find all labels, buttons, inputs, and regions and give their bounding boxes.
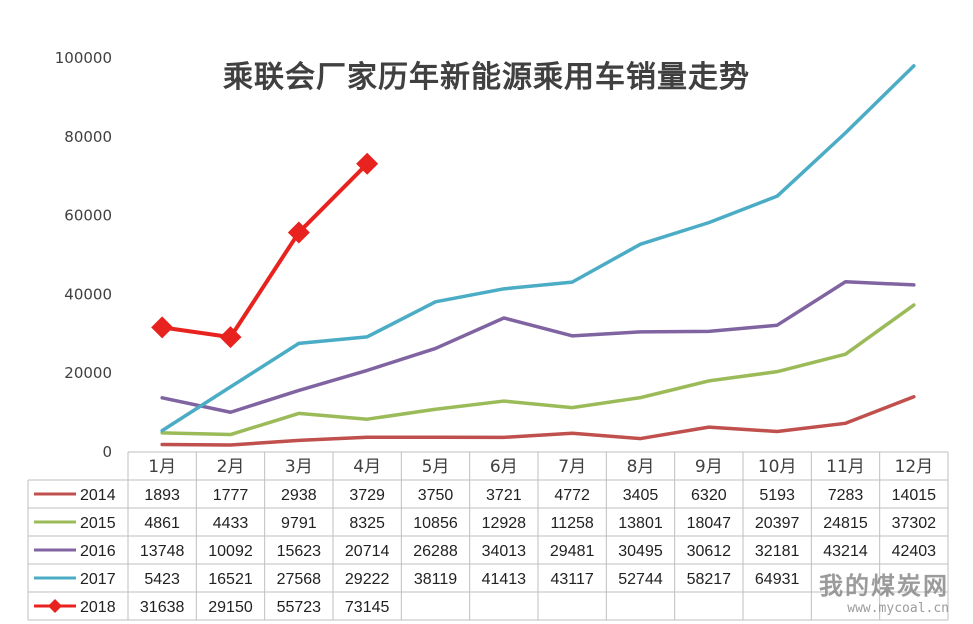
table-cell-value: 10092 (208, 543, 253, 560)
table-cell-value: 29481 (550, 543, 595, 560)
watermark-url: www.mycoal.cn (847, 601, 949, 616)
table-cell-value: 27568 (277, 571, 322, 588)
table-cell-value: 64931 (755, 571, 800, 588)
y-tick-label: 60000 (64, 207, 112, 225)
table-cell-value: 4772 (554, 487, 590, 504)
series-line-2015 (160, 303, 916, 437)
table-cell-value: 37302 (892, 515, 937, 532)
series-line-2014 (160, 395, 916, 447)
table-cell-value: 43214 (823, 543, 868, 560)
data-point-2018 (151, 316, 174, 339)
table-cell-value: 42403 (892, 543, 937, 560)
table-cell-value: 43117 (551, 571, 594, 588)
table-cell-value: 3750 (418, 487, 454, 504)
y-tick-label: 20000 (64, 364, 112, 382)
table-cell-value: 13801 (618, 515, 663, 532)
table-cell-value: 16521 (208, 571, 253, 588)
table-cell-value: 58217 (687, 571, 732, 588)
table-cell-value: 2938 (281, 487, 317, 504)
table-cell-value: 4433 (213, 515, 249, 532)
data-point-2018 (356, 152, 379, 175)
table-cell-value: 1777 (213, 487, 249, 504)
series-name: 2016 (80, 543, 116, 560)
table-cell-value: 9791 (281, 515, 317, 532)
table-cell-value: 12928 (482, 515, 527, 532)
y-tick-label: 80000 (64, 128, 112, 146)
watermark: 我的煤炭网 www.mycoal.cn (819, 566, 949, 616)
category-label: 10月 (758, 457, 797, 477)
table-cell-value: 29222 (345, 571, 390, 588)
y-tick-label: 100000 (55, 49, 112, 67)
table-cell-value: 31638 (140, 599, 185, 616)
y-tick-label: 0 (102, 443, 112, 461)
series-name: 2017 (80, 571, 116, 588)
table-cell-value: 26288 (413, 543, 458, 560)
category-label: 4月 (353, 457, 381, 477)
watermark-text: 我的煤炭网 (819, 572, 949, 600)
table-cell-value: 3729 (349, 487, 385, 504)
table-cell-value: 30612 (687, 543, 732, 560)
y-tick-label: 40000 (64, 285, 112, 303)
category-label: 12月 (895, 457, 934, 477)
series-line-2017 (160, 64, 916, 433)
table-cell-value: 15623 (277, 543, 322, 560)
category-label: 1月 (148, 457, 176, 477)
table-cell-value: 14015 (892, 487, 937, 504)
table-cell-value: 41413 (482, 571, 527, 588)
series-line-2018 (160, 161, 370, 340)
table-cell-value: 30495 (618, 543, 663, 560)
chart-title: 乘联会厂家历年新能源乘用车销量走势 (223, 60, 750, 95)
table-cell-value: 38119 (414, 571, 457, 588)
category-label: 8月 (627, 457, 655, 477)
table-cell-value: 52744 (618, 571, 663, 588)
category-label: 6月 (490, 457, 518, 477)
table-cell-value: 3721 (486, 487, 522, 504)
category-label: 11月 (826, 457, 865, 477)
table-cell-value: 3405 (623, 487, 659, 504)
table-cell-value: 13748 (140, 543, 185, 560)
series-line-2016 (160, 279, 916, 414)
series-name: 2014 (80, 487, 116, 504)
table-cell-value: 4861 (144, 515, 180, 532)
category-label: 5月 (422, 457, 450, 477)
table-cell-value: 7283 (828, 487, 864, 504)
table-cell-value: 55723 (277, 599, 322, 616)
category-label: 7月 (558, 457, 586, 477)
data-point-2018 (219, 326, 242, 349)
series-name: 2015 (80, 515, 116, 532)
table-cell-value: 11258 (551, 515, 594, 532)
table-cell-value: 34013 (482, 543, 527, 560)
category-label: 9月 (695, 457, 723, 477)
category-label: 2月 (217, 457, 245, 477)
table-cell-value: 18047 (687, 515, 732, 532)
table-cell-value: 24815 (823, 515, 868, 532)
table-cell-value: 20397 (755, 515, 800, 532)
data-point-2018 (287, 221, 310, 244)
table-cell-value: 1893 (144, 487, 180, 504)
category-label: 3月 (285, 457, 313, 477)
legend-key-marker (48, 599, 62, 613)
table-cell-value: 8325 (349, 515, 385, 532)
series-name: 2018 (80, 599, 116, 616)
table-cell-value: 29150 (208, 599, 253, 616)
table-cell-value: 5423 (144, 571, 180, 588)
table-cell-value: 73145 (345, 599, 390, 616)
table-cell-value: 32181 (755, 543, 800, 560)
table-cell-value: 5193 (759, 487, 795, 504)
table-cell-value: 10856 (413, 515, 458, 532)
table-cell-value: 6320 (691, 487, 727, 504)
table-cell-value: 20714 (345, 543, 390, 560)
